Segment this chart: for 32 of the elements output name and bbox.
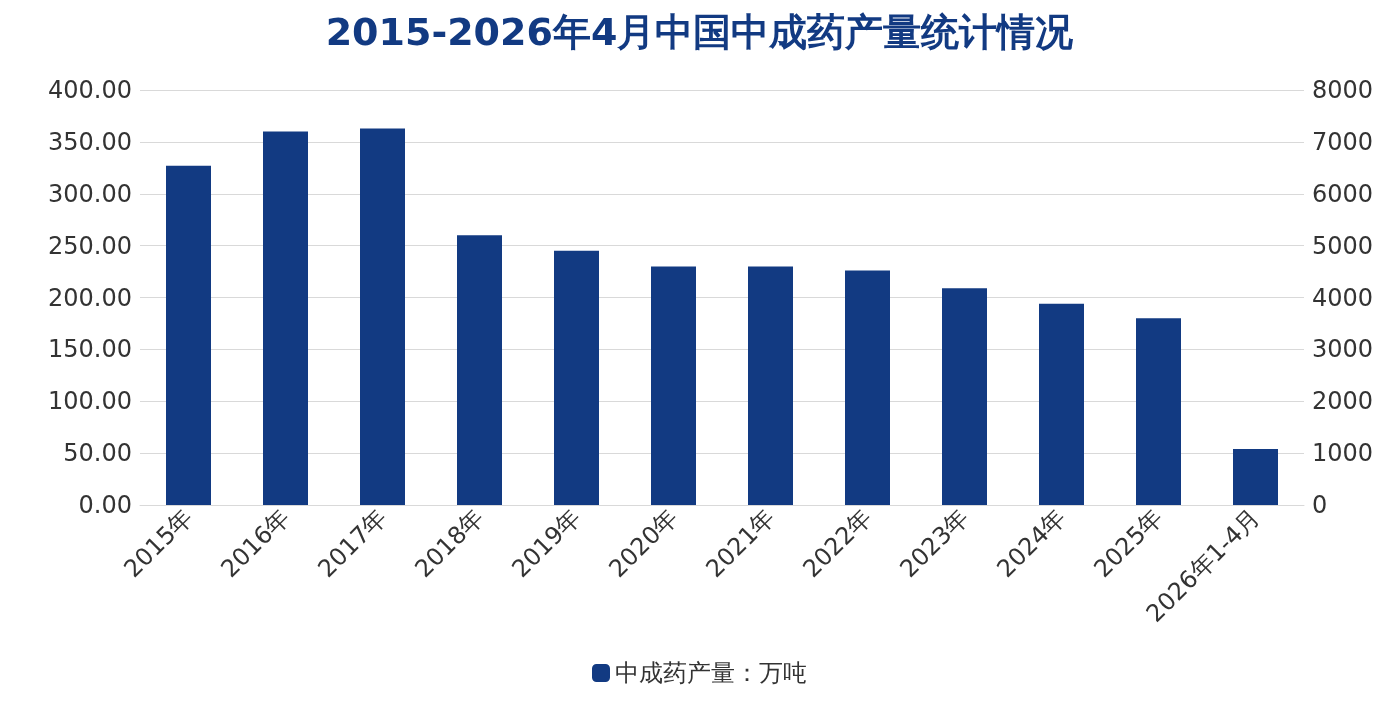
y-tick-label: 350.00 — [48, 127, 132, 156]
bar — [1039, 303, 1084, 505]
bar — [166, 165, 211, 505]
y2-tick-label: 6000 — [1312, 179, 1374, 208]
y-tick-label: 300.00 — [48, 179, 132, 208]
bar — [748, 266, 793, 505]
bar — [845, 270, 890, 505]
bar — [1233, 448, 1278, 505]
legend-label: 中成药产量：万吨 — [615, 659, 807, 687]
y2-tick-label: 2000 — [1312, 387, 1374, 416]
y-tick-label: 0.00 — [78, 491, 132, 519]
bar — [554, 250, 599, 505]
y-tick-label: 150.00 — [48, 335, 132, 364]
y2-tick-label: 3000 — [1312, 335, 1374, 364]
y2-tick-label: 4000 — [1312, 283, 1374, 312]
y-tick-label: 100.00 — [48, 387, 132, 416]
y2-tick-label: 1000 — [1312, 439, 1374, 468]
chart-title: 2015-2026年4月中国中成药产量统计情况 — [325, 10, 1074, 54]
bar — [651, 266, 696, 505]
y-tick-label: 50.00 — [63, 439, 132, 468]
bar — [360, 128, 405, 505]
y2-tick-label: 8000 — [1312, 76, 1374, 104]
bar — [942, 288, 987, 505]
y2-tick-label: 5000 — [1312, 231, 1374, 260]
y2-tick-label: 0 — [1312, 491, 1328, 519]
y-tick-label: 400.00 — [48, 76, 132, 104]
y-tick-label: 250.00 — [48, 231, 132, 260]
bar — [457, 235, 502, 505]
bar — [1136, 318, 1181, 505]
bar — [263, 131, 308, 505]
y-tick-label: 200.00 — [48, 283, 132, 312]
y2-tick-label: 7000 — [1312, 127, 1374, 156]
